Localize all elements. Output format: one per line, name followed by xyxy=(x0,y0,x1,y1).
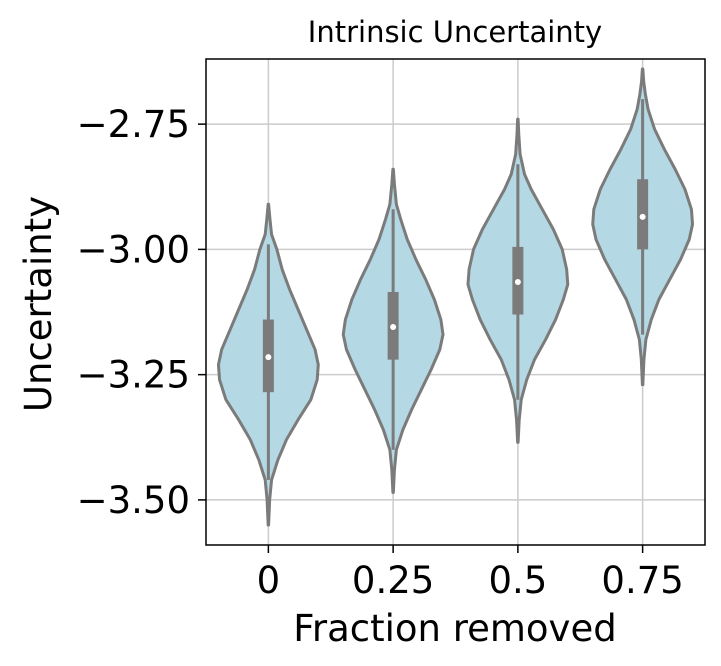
x-tick-label: 0 xyxy=(257,559,281,602)
x-axis-label: Fraction removed xyxy=(293,607,616,650)
violin-0.25 xyxy=(341,167,445,494)
violin-median xyxy=(265,354,272,361)
y-tick-label: −3.50 xyxy=(77,479,190,522)
violin-median xyxy=(639,213,646,220)
chart-title: Intrinsic Uncertainty xyxy=(308,15,602,49)
violin-0.75 xyxy=(591,67,695,387)
violin-0 xyxy=(216,202,320,527)
y-tick-label: −3.00 xyxy=(77,228,190,271)
y-axis: −3.50 −3.25 −3.00 −2.75 xyxy=(77,103,206,522)
y-tick-label: −3.25 xyxy=(77,354,190,397)
violins xyxy=(216,67,695,527)
y-tick-label: −2.75 xyxy=(77,103,190,146)
x-axis: 0 0.25 0.5 0.75 xyxy=(257,545,684,602)
plot-frame xyxy=(205,58,706,546)
violin-0.5 xyxy=(466,117,570,444)
y-axis-label: Uncertainty xyxy=(17,196,60,412)
x-tick-label: 0.5 xyxy=(488,559,547,602)
x-tick-label: 0.25 xyxy=(352,559,434,602)
violin-median xyxy=(514,278,521,285)
violin-median xyxy=(390,324,397,331)
x-tick-label: 0.75 xyxy=(601,559,683,602)
